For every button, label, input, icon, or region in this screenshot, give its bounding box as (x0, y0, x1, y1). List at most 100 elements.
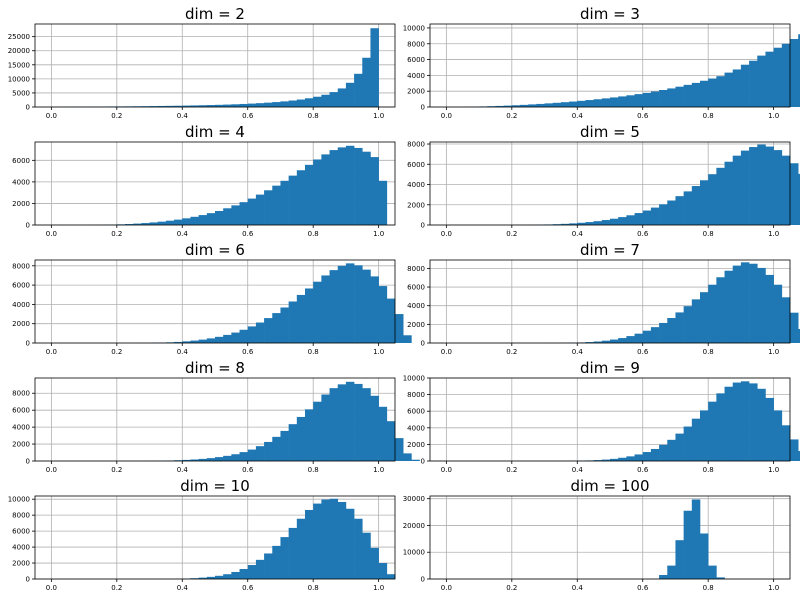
y-tick-label: 15000 (8, 61, 30, 69)
histogram-bar (626, 215, 635, 225)
axes-frame (429, 23, 791, 108)
x-tick-label: 0.6 (242, 230, 254, 238)
histogram-bar (345, 145, 355, 225)
histogram-bar (206, 213, 216, 225)
histogram-panel: dim = 7 0.0 0.2 0.4 0.6 0.8 1.0 0 2000 4000 6000 80… (407, 241, 800, 356)
x-tick-label: 0.4 (177, 230, 189, 238)
x-tick-label: 0.0 (46, 466, 57, 474)
histogram-bar (773, 410, 783, 461)
histogram-bar (329, 270, 339, 343)
y-tick-label: 8000 (407, 391, 425, 399)
histogram-bar (700, 80, 709, 107)
y-tick-label: 2000 (12, 200, 30, 208)
x-tick-label: 0.6 (242, 112, 254, 120)
x-tick-label: 0.6 (242, 584, 254, 592)
histogram-bar (601, 340, 611, 343)
histogram-bar (378, 406, 388, 461)
x-tick-label: 0.2 (506, 112, 517, 120)
histogram-bar (190, 459, 199, 461)
x-tick-label: 0.2 (506, 584, 517, 592)
histogram-bar (231, 332, 240, 343)
histogram-bar (708, 174, 717, 225)
histogram-bar (765, 51, 774, 107)
y-tick-label: 4000 (407, 181, 425, 189)
x-tick-label: 0.8 (703, 348, 714, 356)
histogram-bar (691, 499, 701, 579)
histogram-bar (149, 222, 159, 225)
histogram-bar (313, 281, 322, 343)
histogram-bar (370, 395, 379, 461)
histogram-bar (700, 533, 709, 579)
histogram-bar (650, 448, 660, 461)
histogram-bar (683, 84, 693, 107)
histogram-bar (790, 439, 799, 461)
histogram-bar (618, 217, 627, 225)
x-tick-label: 0.4 (572, 466, 584, 474)
y-tick-label: 4000 (12, 301, 30, 309)
histogram-bar (495, 105, 504, 107)
histogram-bar (215, 457, 224, 461)
x-tick-label: 0.0 (441, 348, 452, 356)
histogram-bar (239, 452, 249, 461)
y-tick-label: 8000 (12, 390, 30, 398)
histogram-bar (634, 454, 644, 461)
histogram-bar (321, 94, 330, 107)
x-tick-label: 0.6 (637, 348, 649, 356)
y-tick-label: 4000 (407, 424, 425, 432)
x-tick-label: 0.8 (703, 466, 714, 474)
histogram-bar (370, 28, 379, 108)
histogram-bar (198, 458, 208, 461)
histogram-bar (305, 98, 314, 107)
y-tick-label: 0 (421, 340, 425, 348)
y-tick-label: 4000 (12, 178, 30, 186)
histogram-bar (231, 104, 240, 107)
y-tick-label: 2000 (12, 560, 30, 568)
histogram-bar (675, 540, 684, 579)
histogram-bar (255, 322, 265, 343)
histogram-panel: dim = 4 0.0 0.2 0.4 0.6 0.8 1.0 0 2000 4000 6000 (12, 123, 396, 238)
x-tick-label: 0.2 (506, 466, 517, 474)
histogram-bar (182, 341, 191, 343)
histogram-bar (313, 96, 322, 107)
x-tick-label: 0.8 (703, 230, 714, 238)
axes-frame (34, 141, 396, 226)
histogram-bar (345, 263, 355, 343)
histogram-bar (569, 101, 578, 107)
histogram-bar (313, 159, 322, 225)
histogram-bar (305, 164, 314, 225)
histogram-bar (634, 333, 644, 343)
panel-title: dim = 100 (570, 477, 649, 495)
y-tick-label: 10000 (8, 496, 30, 504)
histogram-panel: dim = 10 0.0 0.2 0.4 0.6 0.8 1.0 0 2000 4000 6000 8… (8, 477, 396, 592)
y-tick-label: 2000 (407, 201, 425, 209)
histogram-bar (264, 318, 273, 343)
histogram-bar (642, 210, 652, 225)
histogram-bar (724, 386, 734, 461)
y-tick-label: 4000 (407, 72, 425, 80)
histogram-bar (700, 410, 709, 461)
histogram-bar (716, 76, 725, 107)
histogram-bar (280, 101, 289, 107)
axes-frame (429, 377, 791, 462)
histogram-bar (247, 326, 257, 343)
y-tick-label: 2000 (12, 320, 30, 328)
histogram-bar (610, 218, 619, 225)
y-tick-label: 6000 (407, 56, 425, 64)
y-tick-label: 6000 (407, 161, 425, 169)
x-tick-label: 0.0 (46, 348, 57, 356)
histogram-bar (593, 460, 603, 461)
histogram-bar (264, 102, 273, 107)
x-tick-label: 0.4 (572, 112, 584, 120)
histogram-bar (305, 509, 314, 579)
histogram-bar (667, 565, 676, 579)
histogram-bar (313, 503, 322, 579)
histogram-bar (370, 157, 379, 225)
y-tick-label: 4000 (12, 424, 30, 432)
histogram-bar (386, 421, 396, 461)
histogram-bar (798, 451, 800, 461)
histogram-bar (691, 82, 701, 107)
x-tick-label: 0.4 (177, 466, 189, 474)
y-tick-label: 10000 (403, 24, 425, 32)
histogram-bar (642, 330, 652, 343)
histogram-bar (675, 86, 684, 107)
